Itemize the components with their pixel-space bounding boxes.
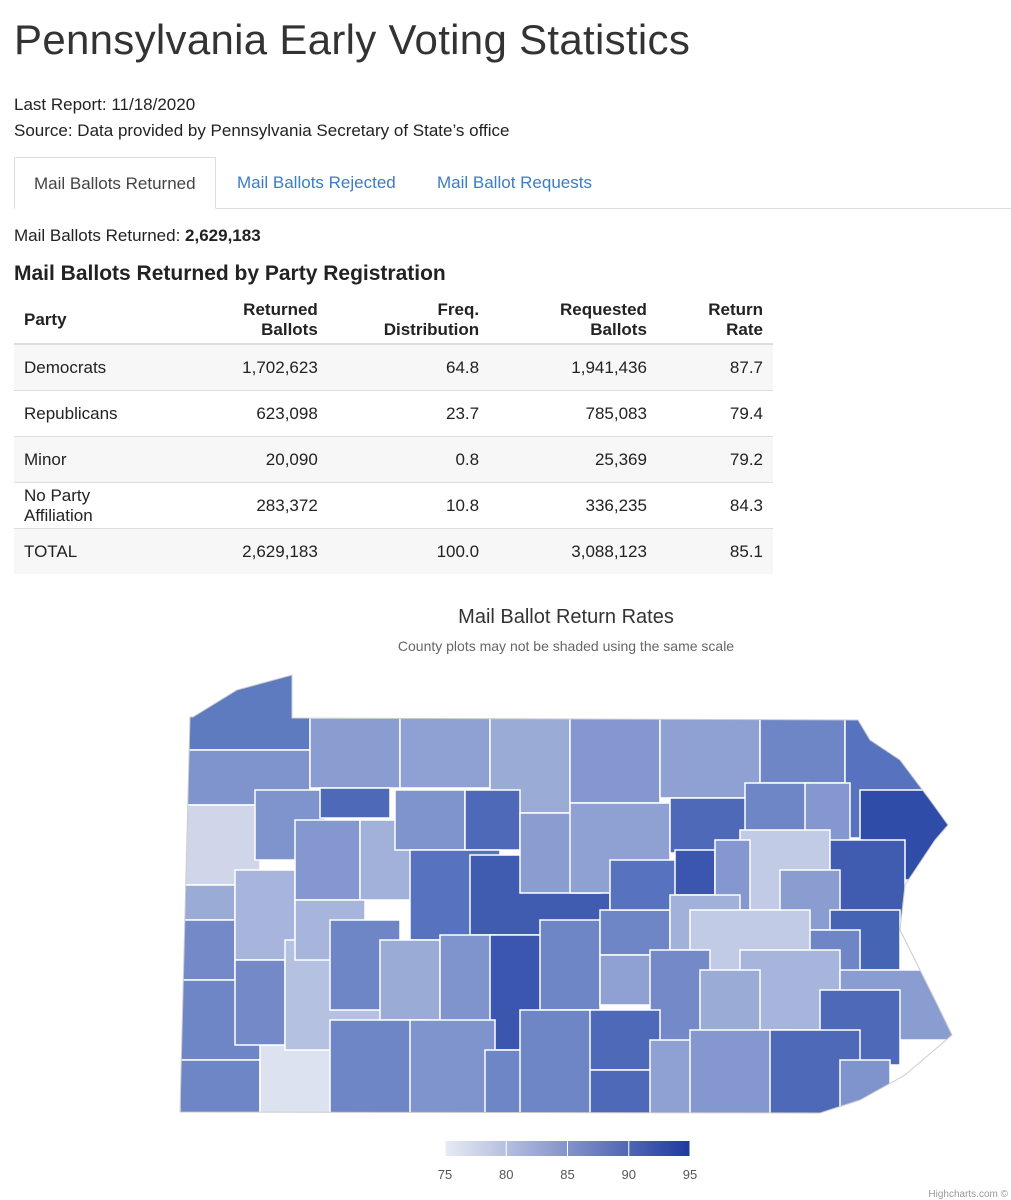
- map-subtitle: County plots may not be shaded using the…: [398, 638, 734, 654]
- table-row: TOTAL 2,629,183 100.0 3,088,123 85.1: [14, 528, 773, 574]
- summary: Mail Ballots Returned: 2,629,183: [14, 226, 261, 246]
- county-map: [180, 675, 952, 1113]
- table-cell: 23.7: [327, 390, 490, 437]
- table-cell: 623,098: [172, 390, 328, 437]
- table-row: No Party Affiliation 283,372 10.8 336,235 84…: [14, 482, 773, 529]
- table-cell: 84.3: [656, 482, 773, 529]
- summary-label: Mail Ballots Returned:: [14, 226, 181, 245]
- column-header: Requested Ballots: [489, 297, 657, 345]
- column-header: Return Rate: [656, 297, 773, 345]
- tab[interactable]: Mail Ballots Returned: [14, 157, 216, 209]
- table-cell: 79.4: [656, 390, 773, 437]
- table-cell: 87.7: [656, 343, 773, 391]
- color-tick-label: 90: [622, 1167, 636, 1182]
- tab[interactable]: Mail Ballots Rejected: [237, 173, 396, 192]
- column-header: Party: [14, 297, 173, 345]
- table-cell: 336,235: [489, 482, 657, 529]
- table-cell: 1,941,436: [489, 343, 657, 391]
- page-title: Pennsylvania Early Voting Statistics: [14, 16, 691, 63]
- credits: Highcharts.com ©: [928, 1189, 1008, 1200]
- color-tick-label: 85: [560, 1167, 574, 1182]
- color-tick-label: 75: [438, 1167, 452, 1182]
- map-chart: Mail Ballot Return Rates County plots ma…: [179, 606, 1009, 1200]
- table-cell: No Party Affiliation: [14, 482, 173, 529]
- table-row: Democrats 1,702,623 64.8 1,941,436 87.7: [14, 343, 773, 391]
- table-cell: 3,088,123: [489, 528, 657, 574]
- tab-bar: Mail Ballots Returned Mail Ballots Rejec…: [14, 157, 1011, 209]
- party-table: Party Returned Ballots Freq. Distribution R…: [14, 297, 773, 574]
- table-cell: 79.2: [656, 436, 773, 483]
- header-row: Party Returned Ballots Freq. Distribution R…: [14, 297, 773, 345]
- table-cell: 25,369: [489, 436, 657, 483]
- color-tick-label: 80: [499, 1167, 513, 1182]
- table-row: Republicans 623,098 23.7 785,083 79.4: [14, 390, 773, 437]
- table-cell: 85.1: [656, 528, 773, 574]
- table-row: Minor 20,090 0.8 25,369 79.2: [14, 436, 773, 483]
- tab[interactable]: Mail Ballot Requests: [437, 173, 592, 192]
- table-cell: 64.8: [327, 343, 490, 391]
- table-cell: 2,629,183: [172, 528, 328, 574]
- last-report: Last Report: 11/18/2020: [14, 95, 196, 114]
- table-cell: 1,702,623: [172, 343, 328, 391]
- table-cell: 785,083: [489, 390, 657, 437]
- table-title: Mail Ballots Returned by Party Registrat…: [14, 262, 446, 285]
- table-cell: 100.0: [327, 528, 490, 574]
- color-legend: 75 80 85 90 95: [438, 1141, 697, 1182]
- table-cell: Minor: [14, 436, 173, 483]
- table-cell: 283,372: [172, 482, 328, 529]
- column-header: Returned Ballots: [172, 297, 328, 345]
- table-cell: 20,090: [172, 436, 328, 483]
- source: Source: Data provided by Pennsylvania Se…: [14, 121, 510, 140]
- table-cell: 10.8: [327, 482, 490, 529]
- map-title: Mail Ballot Return Rates: [458, 606, 674, 628]
- color-tick-label: 95: [683, 1167, 697, 1182]
- table-cell: TOTAL: [14, 528, 173, 574]
- table-cell: Democrats: [14, 343, 173, 391]
- state-outline: [179, 674, 953, 1114]
- summary-value: 2,629,183: [185, 226, 261, 245]
- table-cell: Republicans: [14, 390, 173, 437]
- table-cell: 0.8: [327, 436, 490, 483]
- column-header: Freq. Distribution: [327, 297, 490, 345]
